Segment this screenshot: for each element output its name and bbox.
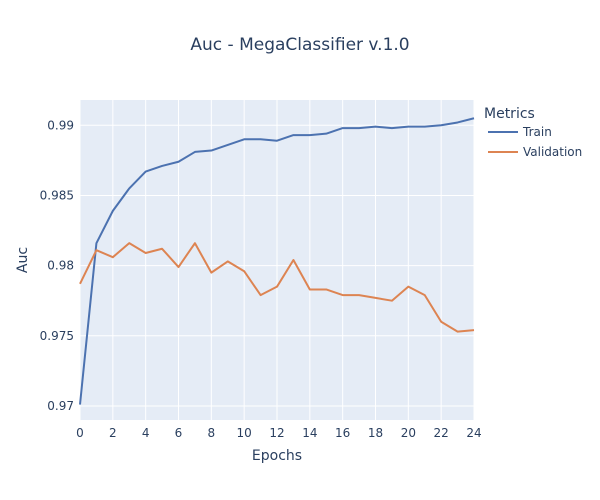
series-line-train (79, 117, 475, 405)
x-tick-label: 10 (237, 426, 252, 440)
y-tick-label: 0.975 (40, 329, 74, 343)
x-tick-label: 22 (434, 426, 449, 440)
x-tick-label: 4 (142, 426, 150, 440)
y-axis-title: Auc (15, 247, 31, 273)
x-tick-label: 24 (466, 426, 481, 440)
y-axis-ticks: 0.97 0.975 0.98 0.985 0.99 (40, 118, 74, 413)
legend-label-validation: Validation (523, 145, 582, 159)
series-line-validation (79, 242, 475, 333)
grid-lines (79, 100, 475, 420)
legend: Metrics Train Validation (484, 106, 582, 159)
y-tick-label: 0.97 (47, 399, 74, 413)
x-tick-label: 12 (269, 426, 284, 440)
x-tick-label: 18 (368, 426, 383, 440)
x-axis-ticks: 0 2 4 6 8 10 12 14 16 18 20 22 24 (76, 426, 481, 440)
x-tick-label: 14 (302, 426, 317, 440)
y-tick-label: 0.99 (47, 118, 74, 132)
x-tick-label: 16 (335, 426, 350, 440)
legend-title: Metrics (484, 106, 535, 122)
x-tick-label: 20 (401, 426, 416, 440)
y-tick-label: 0.98 (47, 259, 74, 273)
x-tick-label: 8 (208, 426, 216, 440)
x-axis-title: Epochs (252, 448, 302, 464)
x-tick-label: 0 (76, 426, 84, 440)
x-tick-label: 6 (175, 426, 183, 440)
series-lines (79, 117, 475, 405)
legend-label-train: Train (522, 125, 552, 139)
x-tick-label: 2 (109, 426, 117, 440)
chart-title: Auc - MegaClassifier v.1.0 (190, 35, 409, 55)
y-tick-label: 0.985 (40, 188, 74, 202)
